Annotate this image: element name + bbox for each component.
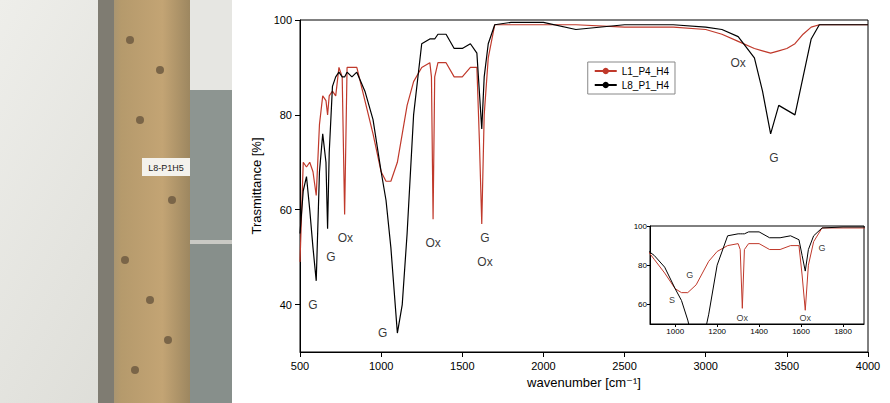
svg-text:1600: 1600 xyxy=(792,327,810,336)
svg-text:Ox: Ox xyxy=(799,313,811,323)
svg-text:80: 80 xyxy=(280,109,292,121)
svg-text:1000: 1000 xyxy=(369,360,393,372)
svg-text:Ox: Ox xyxy=(730,56,745,70)
svg-text:4000: 4000 xyxy=(856,360,880,372)
svg-text:2500: 2500 xyxy=(612,360,636,372)
svg-text:G: G xyxy=(686,270,693,280)
svg-text:1500: 1500 xyxy=(450,360,474,372)
svg-text:1800: 1800 xyxy=(834,327,852,336)
svg-text:3000: 3000 xyxy=(693,360,717,372)
svg-text:100: 100 xyxy=(634,222,648,231)
svg-text:1400: 1400 xyxy=(750,327,768,336)
svg-text:1000: 1000 xyxy=(666,327,684,336)
svg-text:G: G xyxy=(819,243,826,253)
svg-text:60: 60 xyxy=(638,300,647,309)
svg-text:G: G xyxy=(769,151,778,165)
svg-text:wavenumber [cm⁻¹]: wavenumber [cm⁻¹] xyxy=(526,375,641,390)
svg-text:L8_P1_H4: L8_P1_H4 xyxy=(622,80,670,91)
svg-text:Trasmittance [%]: Trasmittance [%] xyxy=(249,137,264,234)
svg-text:Ox: Ox xyxy=(737,313,749,323)
svg-text:Ox: Ox xyxy=(425,236,440,250)
svg-text:500: 500 xyxy=(291,360,309,372)
svg-text:60: 60 xyxy=(280,204,292,216)
svg-text:L8-P1H5: L8-P1H5 xyxy=(148,163,184,173)
svg-text:40: 40 xyxy=(280,299,292,311)
svg-text:80: 80 xyxy=(638,261,647,270)
svg-text:G: G xyxy=(326,250,335,264)
svg-text:Ox: Ox xyxy=(477,255,492,269)
svg-text:G: G xyxy=(480,231,489,245)
svg-text:L1_P4_H4: L1_P4_H4 xyxy=(622,66,670,77)
svg-text:Ox: Ox xyxy=(338,231,353,245)
svg-text:G: G xyxy=(308,298,317,312)
svg-text:1200: 1200 xyxy=(708,327,726,336)
svg-text:3500: 3500 xyxy=(775,360,799,372)
svg-text:S: S xyxy=(669,295,675,305)
svg-text:G: G xyxy=(378,326,387,340)
svg-text:2000: 2000 xyxy=(531,360,555,372)
svg-text:100: 100 xyxy=(274,14,292,26)
